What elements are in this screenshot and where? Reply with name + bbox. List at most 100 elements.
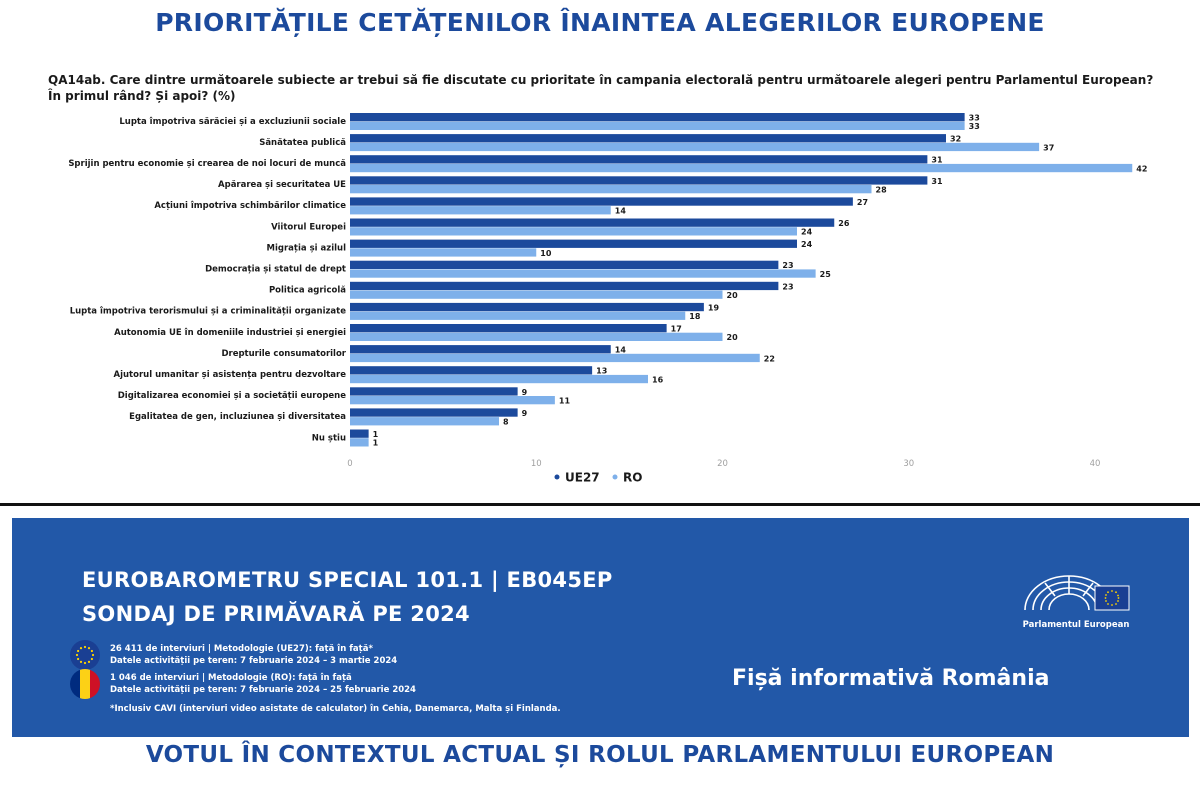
category-label: Digitalizarea economiei și a societății … bbox=[118, 391, 347, 401]
data-label: 13 bbox=[596, 367, 607, 376]
legend-marker-ro bbox=[612, 474, 618, 480]
category-label: Drepturile consumatorilor bbox=[221, 349, 346, 359]
data-label: 17 bbox=[671, 325, 682, 334]
category-label: Politica agricolă bbox=[269, 286, 346, 296]
bar-ue27 bbox=[350, 239, 797, 248]
x-tick-label: 30 bbox=[903, 459, 914, 469]
page-title: PRIORITĂȚILE CETĂȚENILOR ÎNAINTEA ALEGER… bbox=[155, 8, 1045, 37]
category-label: Apărarea și securitatea UE bbox=[218, 180, 346, 190]
parliament-hemicycle-icon bbox=[1024, 575, 1130, 611]
data-label: 1 bbox=[373, 439, 379, 448]
category-label: Lupta împotriva sărăciei și a excluziuni… bbox=[119, 117, 346, 127]
data-label: 10 bbox=[540, 249, 552, 258]
data-label: 37 bbox=[1043, 143, 1054, 152]
x-tick-label: 10 bbox=[531, 459, 542, 469]
bar-ue27 bbox=[350, 113, 965, 122]
data-label: 11 bbox=[559, 397, 571, 406]
bar-ue27 bbox=[350, 260, 779, 269]
data-label: 18 bbox=[689, 312, 701, 321]
data-label: 23 bbox=[782, 261, 793, 270]
category-label: Acțiuni împotriva schimbărilor climatice bbox=[154, 201, 346, 211]
eu-flag-icon bbox=[70, 640, 100, 670]
bar-ue27 bbox=[350, 134, 946, 143]
data-label: 9 bbox=[522, 409, 528, 418]
bar-ue27 bbox=[350, 429, 369, 438]
bar-ro bbox=[350, 396, 555, 405]
data-label: 31 bbox=[931, 156, 943, 165]
bar-ue27 bbox=[350, 345, 611, 354]
bar-ro bbox=[350, 374, 648, 384]
x-tick-label: 40 bbox=[1090, 459, 1101, 469]
bar-ro bbox=[350, 332, 723, 341]
x-tick-label: 20 bbox=[717, 459, 728, 469]
romania-flag-icon bbox=[70, 669, 100, 699]
data-label: 27 bbox=[857, 198, 868, 207]
banner-subtitle: SONDAJ DE PRIMĂVARĂ PE 2024 bbox=[82, 602, 470, 626]
bottom-title: VOTUL ÎN CONTEXTUL ACTUAL ȘI ROLUL PARLA… bbox=[145, 742, 1055, 768]
data-label: 8 bbox=[503, 418, 509, 427]
bar-ro bbox=[350, 206, 611, 215]
data-label: 20 bbox=[727, 291, 739, 300]
data-label: 33 bbox=[969, 114, 980, 123]
category-label: Sprijin pentru economie și crearea de no… bbox=[68, 159, 346, 169]
bar-ro bbox=[350, 227, 797, 236]
survey-question: QA14ab. Care dintre următoarele subiecte… bbox=[48, 73, 1154, 103]
bar-ue27 bbox=[350, 197, 853, 206]
data-label: 42 bbox=[1136, 164, 1147, 173]
category-label: Autonomia UE în domeniile industriei și … bbox=[114, 328, 346, 338]
bar-chart: Lupta împotriva sărăciei și a excluziuni… bbox=[68, 113, 1147, 485]
ep-logo-label: Parlamentul European bbox=[1022, 620, 1130, 630]
data-label: 23 bbox=[782, 282, 793, 291]
legend-label-ro: RO bbox=[623, 471, 642, 485]
bar-ro bbox=[350, 163, 1133, 173]
category-label: Ajutorul umanitar și asistența pentru de… bbox=[114, 370, 347, 380]
data-label: 31 bbox=[931, 177, 943, 186]
data-label: 22 bbox=[764, 354, 775, 363]
bar-ue27 bbox=[350, 302, 704, 312]
category-label: Democrația și statul de drept bbox=[205, 265, 346, 275]
bar-ro bbox=[350, 121, 965, 130]
european-parliament-logo: Parlamentul European bbox=[1017, 568, 1135, 630]
methodology-footnote: *Inclusiv CAVI (interviuri video asistat… bbox=[110, 704, 561, 714]
data-label: 16 bbox=[652, 375, 664, 384]
data-label: 28 bbox=[876, 186, 888, 195]
eu-fieldwork-dates: Datele activității pe teren: 7 februarie… bbox=[110, 656, 398, 666]
bar-ue27 bbox=[350, 281, 779, 291]
legend-label-ue27: UE27 bbox=[565, 471, 600, 485]
eu-fieldwork-info: 26 411 de interviuri | Metodologie (UE27… bbox=[70, 640, 397, 670]
data-label: 14 bbox=[615, 346, 627, 355]
bar-ro bbox=[350, 142, 1040, 152]
data-label: 33 bbox=[969, 122, 980, 131]
bar-ue27 bbox=[350, 408, 518, 417]
data-label: 32 bbox=[950, 135, 961, 144]
category-label: Egalitatea de gen, incluziunea și divers… bbox=[129, 412, 346, 422]
bar-ro bbox=[350, 311, 686, 320]
data-label: 24 bbox=[801, 228, 813, 237]
bar-ue27 bbox=[350, 218, 835, 227]
x-tick-label: 0 bbox=[347, 459, 352, 469]
data-label: 25 bbox=[820, 270, 832, 279]
data-label: 26 bbox=[838, 219, 850, 228]
ro-fieldwork-info: 1 046 de interviuri | Metodologie (RO): … bbox=[70, 669, 416, 699]
bar-ro bbox=[350, 269, 816, 278]
bar-ro bbox=[350, 185, 872, 194]
data-label: 1 bbox=[373, 430, 379, 439]
bar-ro bbox=[350, 353, 760, 363]
bar-ro bbox=[350, 438, 369, 447]
category-label: Viitorul Europei bbox=[271, 222, 346, 232]
category-label: Migrația și azilul bbox=[267, 243, 347, 253]
ro-fieldwork-dates: Datele activității pe teren: 7 februarie… bbox=[110, 685, 416, 695]
bar-ro bbox=[350, 290, 723, 299]
category-label: Nu știu bbox=[312, 433, 346, 443]
bar-ue27 bbox=[350, 324, 667, 333]
bar-ue27 bbox=[350, 155, 928, 164]
bar-ue27 bbox=[350, 176, 928, 185]
category-label: Sănătatea publică bbox=[259, 138, 346, 148]
ro-interviews-text: 1 046 de interviuri | Metodologie (RO): … bbox=[110, 673, 352, 683]
banner-title: EUROBAROMETRU SPECIAL 101.1 | EB045EP bbox=[82, 568, 613, 592]
category-label: Lupta împotriva terorismului și a crimin… bbox=[70, 307, 347, 317]
info-banner: EUROBAROMETRU SPECIAL 101.1 | EB045EP SO… bbox=[12, 518, 1189, 737]
data-label: 14 bbox=[615, 207, 627, 216]
bar-ro bbox=[350, 417, 499, 426]
data-label: 24 bbox=[801, 240, 813, 249]
